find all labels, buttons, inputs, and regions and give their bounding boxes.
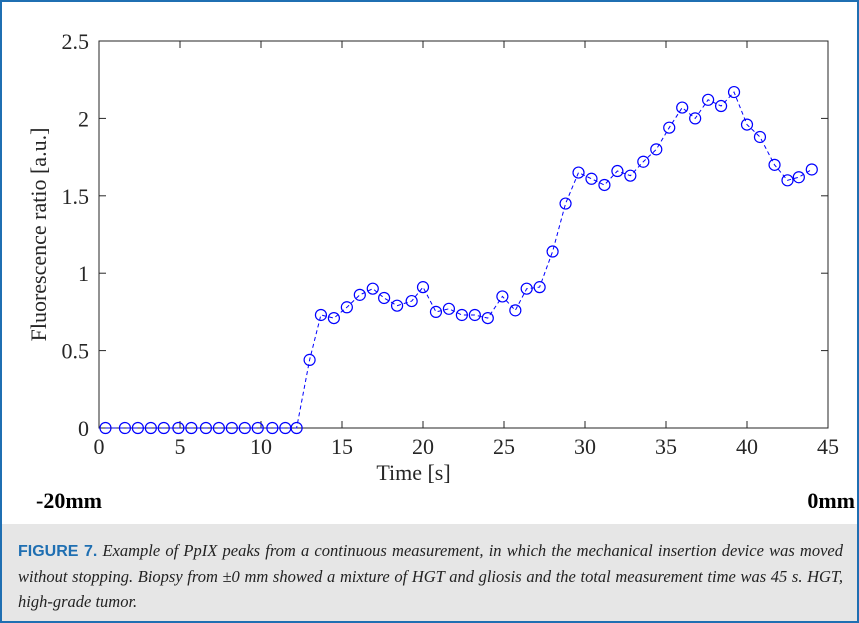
caption-label: FIGURE 7.	[18, 543, 98, 560]
data-point	[533, 281, 546, 294]
x-axis-label: Time [s]	[376, 460, 450, 485]
chart-area: 0 5 10 15 20 25 30 35 40 45 0 0.5 1 1.5 2 2.5 Time [s] Fl…	[2, 2, 857, 522]
data-point	[481, 311, 494, 325]
data-point	[157, 421, 170, 435]
y-tick-label: 2.5	[62, 29, 90, 54]
data-point	[303, 353, 316, 366]
data-point	[676, 101, 689, 114]
data-point	[650, 143, 663, 156]
data-point	[238, 421, 251, 435]
data-point	[266, 421, 279, 435]
x-tick-label: 5	[175, 434, 186, 459]
data-point	[366, 282, 379, 295]
data-point	[509, 304, 522, 317]
data-point	[740, 118, 754, 131]
data-point	[199, 421, 213, 435]
data-point	[663, 121, 676, 134]
data-point	[225, 421, 238, 435]
figure-caption: FIGURE 7. Example of PpIX peaks from a c…	[2, 524, 857, 621]
x-tick-label: 20	[412, 434, 434, 459]
data-point	[378, 291, 391, 305]
data-point	[416, 281, 430, 294]
data-point	[572, 166, 585, 179]
data-point	[585, 172, 598, 185]
x-tick-label: 10	[250, 434, 272, 459]
series-line	[105, 91, 813, 429]
data-point	[99, 421, 112, 435]
x-tick-label: 40	[736, 434, 758, 459]
data-point	[727, 85, 741, 99]
data-point	[290, 421, 303, 435]
data-point	[637, 155, 650, 168]
data-point	[314, 308, 328, 322]
data-point	[172, 421, 185, 435]
depth-marker-end: 0mm	[807, 488, 855, 513]
data-point	[702, 93, 715, 106]
x-tick-label: 35	[655, 434, 677, 459]
data-point	[251, 421, 264, 435]
data-point	[468, 308, 481, 322]
data-point	[455, 308, 468, 322]
data-point	[781, 174, 794, 187]
x-tick-label: 0	[94, 434, 105, 459]
data-point	[144, 421, 157, 435]
data-point	[559, 197, 572, 210]
data-point	[353, 288, 366, 301]
y-tick-label: 0	[78, 416, 89, 441]
data-point	[546, 245, 559, 258]
data-point	[212, 421, 225, 435]
data-point	[185, 421, 198, 435]
y-tick-label: 2	[78, 106, 89, 131]
plot-box	[98, 40, 829, 429]
data-point	[792, 171, 805, 184]
data-point	[405, 294, 418, 308]
data-point	[442, 302, 456, 315]
data-point	[340, 301, 353, 314]
data-point	[118, 421, 132, 435]
y-tick-label: 1	[78, 261, 89, 286]
x-tick-label: 45	[817, 434, 839, 459]
data-point	[753, 130, 767, 144]
y-tick-label: 0.5	[62, 339, 90, 364]
fluorescence-chart: 0 5 10 15 20 25 30 35 40 45 0 0.5 1 1.5 2 2.5 Time [s] Fl…	[26, 29, 839, 485]
data-point	[714, 99, 728, 113]
x-tick-label: 15	[331, 434, 353, 459]
data-point	[805, 163, 818, 176]
data-point	[520, 282, 533, 295]
data-point	[429, 305, 443, 318]
data-point	[689, 112, 702, 125]
data-point	[624, 169, 637, 182]
caption-text: Example of PpIX peaks from a continuous …	[18, 541, 843, 611]
x-tick-label: 25	[493, 434, 515, 459]
data-point	[768, 158, 781, 171]
y-axis-label: Fluorescence ratio [a.u.]	[26, 128, 51, 342]
x-tick-label: 30	[574, 434, 596, 459]
y-tick-label: 1.5	[62, 184, 90, 209]
data-point	[131, 421, 144, 435]
data-point	[390, 299, 404, 312]
data-point	[496, 290, 509, 303]
data-point	[611, 164, 624, 178]
depth-marker-start: -20mm	[36, 488, 102, 513]
data-point	[327, 311, 340, 325]
data-point	[598, 178, 611, 192]
